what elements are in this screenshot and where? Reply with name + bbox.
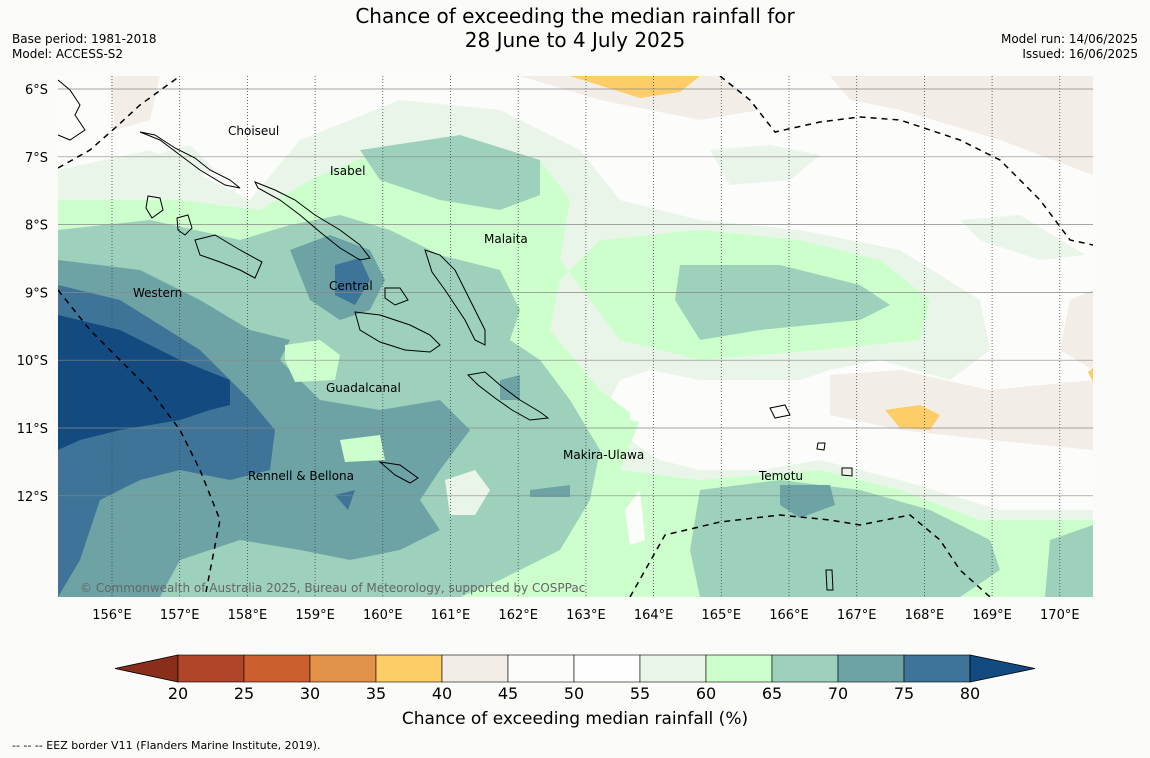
- longitude-label: 158°E: [228, 608, 268, 623]
- eez-borders: [58, 76, 1093, 597]
- malaita-island: [424, 249, 486, 346]
- copyright-text: © Commonwealth of Australia 2025, Bureau…: [80, 581, 585, 595]
- latitude-labels: 6°S 7°S 8°S 9°S 10°S 11°S 12°S: [17, 83, 48, 505]
- latitude-label: 8°S: [25, 219, 48, 234]
- eez-line-east: [719, 76, 1093, 246]
- base-period: Base period: 1981-2018: [12, 32, 157, 46]
- eez-line-south: [629, 514, 991, 597]
- graticule: [58, 76, 1093, 597]
- meta-right: Model run: 14/06/2025 Issued: 16/06/2025: [1001, 32, 1138, 62]
- colorbar-tick-label: 45: [498, 684, 518, 700]
- colorbar-swatch: [375, 654, 443, 683]
- longitude-label: 164°E: [634, 608, 674, 623]
- colorbar-swatch: [177, 654, 245, 683]
- colorbar-tick-label: 55: [630, 684, 650, 700]
- latitude-label: 10°S: [17, 354, 48, 369]
- longitude-labels: 156°E 157°E 158°E 159°E 160°E 161°E 162°E 163°E…: [92, 608, 1079, 623]
- title-line-1: Chance of exceeding the median rainfall …: [355, 4, 795, 28]
- region-label-malaita: Malaita: [484, 232, 528, 246]
- choiseul-island: [139, 131, 241, 189]
- latitude-label: 12°S: [17, 490, 48, 505]
- rennell-island: [378, 461, 419, 484]
- longitude-label: 157°E: [160, 608, 200, 623]
- colorbar-swatch: [507, 654, 575, 683]
- model-name: Model: ACCESS-S2: [12, 47, 124, 61]
- longitude-label: 168°E: [905, 608, 945, 623]
- contour-fills: [58, 76, 1093, 597]
- latitude-label: 6°S: [25, 83, 48, 98]
- colorbar-tick-label: 75: [894, 684, 914, 700]
- eez-footer-note: -- -- -- EEZ border V11 (Flanders Marine…: [12, 739, 321, 752]
- colorbar-swatch: [771, 654, 839, 683]
- new-georgia-island: [194, 234, 263, 279]
- colorbar-swatch: [243, 654, 311, 683]
- region-label-choiseul: Choiseul: [228, 124, 279, 138]
- colorbar-label: Chance of exceeding median rainfall (%): [401, 709, 749, 729]
- colorbar-swatch: [705, 654, 773, 683]
- vanikoro-island: [841, 467, 853, 477]
- colorbar-swatch: [837, 654, 905, 683]
- colorbar-tick-label: 65: [762, 684, 782, 700]
- vella-lavella-island: [145, 195, 164, 219]
- longitude-label: 160°E: [363, 608, 403, 623]
- title-line-2: 28 June to 4 July 2025: [464, 28, 686, 52]
- region-labels: Choiseul Isabel Malaita Western Central …: [133, 124, 803, 483]
- colorbar-swatch: [309, 654, 377, 683]
- longitude-label: 163°E: [566, 608, 606, 623]
- colorbar-swatch: [639, 654, 707, 683]
- colorbar-tick-label: 35: [366, 684, 386, 700]
- region-label-temotu: Temotu: [758, 469, 803, 483]
- colorbar-tick-label: 80: [960, 684, 980, 700]
- islands: [57, 79, 853, 591]
- map-title: Chance of exceeding the median rainfall …: [0, 4, 1150, 52]
- isabel-island: [253, 181, 371, 261]
- longitude-label: 162°E: [498, 608, 538, 623]
- region-label-makira-ulawa: Makira-Ulawa: [563, 448, 644, 462]
- longitude-label: 156°E: [92, 608, 132, 623]
- longitude-label: 166°E: [769, 608, 809, 623]
- colorbar-tick-label: 50: [564, 684, 584, 700]
- region-label-guadalcanal: Guadalcanal: [326, 381, 401, 395]
- colorbar: 20 25 30 35 40 45 50 55 60 65 70 75 80: [114, 654, 1036, 700]
- colorbar-swatch: [903, 654, 971, 683]
- kolombangara-island: [176, 214, 193, 236]
- colorbar-swatch: [441, 654, 509, 683]
- model-run: Model run: 14/06/2025: [1000, 32, 1138, 46]
- region-label-western: Western: [133, 286, 182, 300]
- bougainville-coast: [57, 79, 86, 141]
- colorbar-tick-label: 30: [300, 684, 320, 700]
- region-label-rennell-bellona: Rennell & Bellona: [248, 469, 354, 483]
- utupua-island: [816, 442, 826, 451]
- colorbar-tick-label: 40: [432, 684, 452, 700]
- vanuatu-north-island: [825, 569, 834, 591]
- eez-line-north: [58, 76, 181, 169]
- colorbar-tick-label: 60: [696, 684, 716, 700]
- makira-island: [466, 371, 550, 421]
- latitude-label: 11°S: [17, 422, 48, 437]
- latitude-label: 7°S: [25, 151, 48, 166]
- longitude-label: 165°E: [702, 608, 742, 623]
- longitude-label: 170°E: [1040, 608, 1080, 623]
- longitude-label: 159°E: [295, 608, 335, 623]
- nggela-island: [384, 287, 409, 306]
- guadalcanal-island: [354, 311, 441, 353]
- meta-left: Base period: 1981-2018 Model: ACCESS-S2: [12, 32, 157, 62]
- issued-date: Issued: 16/06/2025: [1022, 47, 1138, 61]
- longitude-label: 167°E: [837, 608, 877, 623]
- region-label-isabel: Isabel: [330, 164, 365, 178]
- colorbar-tick-label: 25: [234, 684, 254, 700]
- colorbar-tick-label: 70: [828, 684, 848, 700]
- colorbar-under-arrow: [114, 654, 179, 683]
- nendo-island: [769, 404, 791, 419]
- eez-line-west: [58, 289, 221, 597]
- longitude-label: 161°E: [431, 608, 471, 623]
- colorbar-over-arrow: [969, 654, 1036, 683]
- longitude-label: 169°E: [972, 608, 1012, 623]
- rainfall-map: Choiseul Isabel Malaita Western Central …: [17, 76, 1093, 700]
- colorbar-swatch: [573, 654, 641, 683]
- latitude-label: 9°S: [25, 286, 48, 301]
- region-label-central: Central: [329, 279, 373, 293]
- colorbar-tick-label: 20: [168, 684, 188, 700]
